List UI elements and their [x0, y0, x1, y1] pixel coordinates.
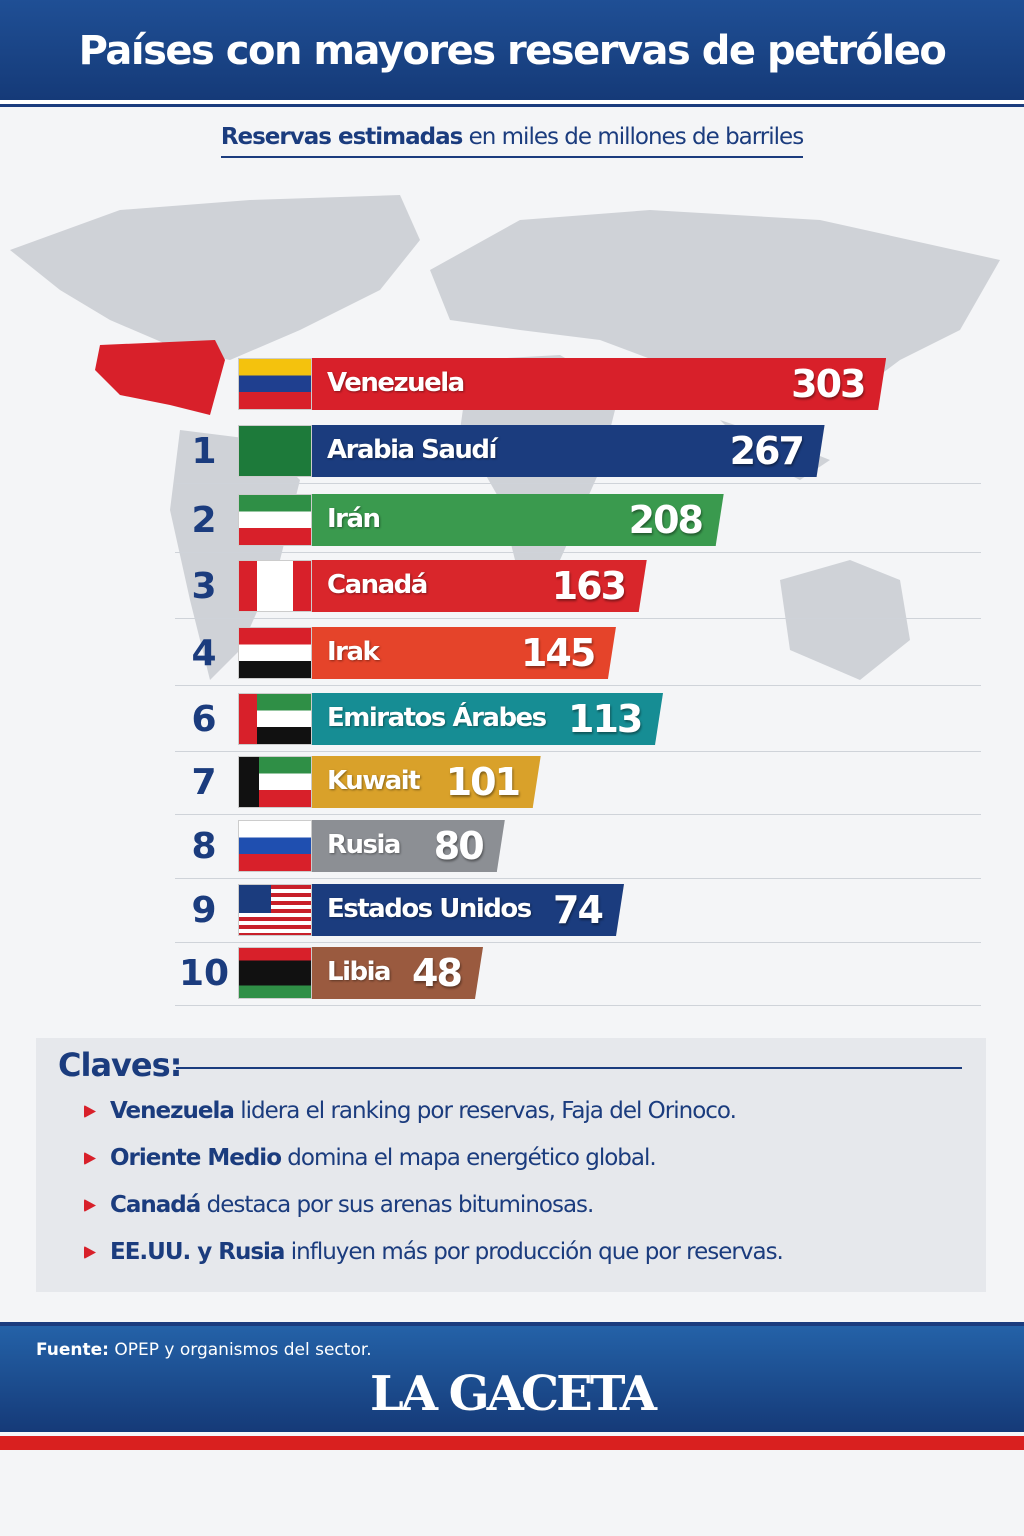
country-label: Canadá: [327, 570, 428, 600]
flag-russia-icon: [238, 820, 312, 872]
bar-row: 6 Emiratos Árabes 113: [175, 693, 981, 745]
key-item: Venezuela lidera el ranking por reservas…: [84, 1098, 737, 1124]
logo: LA GACETA: [369, 1366, 657, 1422]
row-separator: [175, 618, 981, 619]
rank-label: 7: [191, 762, 217, 803]
usa-highlight: [95, 340, 225, 415]
key-item: Oriente Medio domina el mapa energético …: [84, 1145, 657, 1171]
value-label: 80: [433, 824, 485, 868]
row-separator: [175, 552, 981, 553]
value-label: 48: [412, 951, 463, 995]
value-label: 303: [791, 362, 866, 406]
country-label: Libia: [327, 957, 392, 987]
bar-row: 10 Libia 48: [175, 947, 981, 999]
rank-label: 4: [191, 633, 217, 674]
country-label: Irak: [327, 637, 380, 667]
bullet-icon: [84, 1105, 96, 1118]
flag-libya-icon: [238, 947, 312, 999]
key-item: EE.UU. y Rusia influyen más por producci…: [84, 1239, 784, 1265]
row-separator: [175, 685, 981, 686]
rank-label: 3: [191, 566, 217, 607]
value-label: 163: [551, 564, 627, 608]
bar: [238, 494, 724, 546]
footer-red-stripe: [0, 1436, 1024, 1450]
country-label: Irán: [327, 504, 381, 534]
bar-row: 7 Kuwait 101: [175, 756, 981, 808]
row-separator: [175, 483, 981, 484]
header: Países con mayores reservas de petróleo: [0, 0, 1024, 104]
rank-label: 6: [191, 699, 217, 740]
value-label: 267: [729, 429, 805, 473]
row-separator: [175, 751, 981, 752]
flag-usa-icon: [238, 884, 312, 936]
bar-row: 8 Rusia 80: [175, 820, 981, 872]
bullet-icon: [84, 1199, 96, 1212]
row-separator: [175, 814, 981, 815]
flag-saudi-arabia-icon: [238, 425, 312, 477]
country-label: Estados Unidos: [327, 894, 532, 924]
rank-label: 8: [191, 826, 217, 867]
flag-venezuela-icon: [238, 358, 312, 410]
rank-label: 10: [178, 953, 230, 994]
rank-label: 1: [191, 431, 217, 472]
country-label: Venezuela: [327, 368, 465, 398]
keys-divider: [176, 1067, 962, 1069]
bar-row: Venezuela 303: [175, 358, 981, 410]
value-label: 101: [445, 760, 521, 804]
value-label: 74: [553, 888, 604, 932]
subtitle: Reservas estimadas en miles de millones …: [0, 124, 1024, 158]
bullet-icon: [84, 1246, 96, 1259]
source: Fuente: OPEP y organismos del sector.: [36, 1340, 372, 1360]
bullet-icon: [84, 1152, 96, 1165]
value-label: 113: [568, 697, 643, 741]
keys-title: Claves:: [58, 1046, 182, 1084]
row-separator: [175, 878, 981, 879]
subtitle-rest: en miles de millones de barriles: [462, 124, 805, 150]
flag-canton: [239, 885, 271, 913]
page-title: Países con mayores reservas de petróleo: [78, 28, 947, 74]
bar-row: 1 Arabia Saudí 267: [175, 425, 981, 477]
flag-kuwait-icon: [238, 756, 312, 808]
bar-row: 2 Irán 208: [175, 494, 981, 546]
rank-label: 2: [191, 500, 217, 541]
bar: [238, 425, 825, 477]
flag-uae-icon: [238, 693, 312, 745]
country-label: Kuwait: [327, 766, 421, 796]
bar-row: 3 Canadá 163: [175, 560, 981, 612]
bar-row: 4 Irak 145: [175, 627, 981, 679]
value-label: 145: [520, 631, 596, 675]
bar-row: 9 Estados Unidos 74: [175, 884, 981, 936]
keys-panel: Claves: Venezuela lidera el ranking por …: [36, 1038, 986, 1292]
rank-label: 9: [191, 890, 217, 931]
country-label: Rusia: [327, 830, 401, 860]
row-separator: [175, 942, 981, 943]
row-separator: [175, 1005, 981, 1006]
key-item: Canadá destaca por sus arenas bituminosa…: [84, 1192, 594, 1218]
flag-iran-icon: [238, 494, 312, 546]
country-label: Arabia Saudí: [327, 435, 497, 465]
bar: [238, 358, 886, 410]
footer: Fuente: OPEP y organismos del sector. LA…: [0, 1322, 1024, 1432]
flag-canada-icon: [238, 560, 312, 612]
subtitle-bold: Reservas estimadas: [220, 124, 463, 150]
country-label: Emiratos Árabes: [327, 703, 547, 733]
flag-iraq-icon: [238, 627, 312, 679]
value-label: 208: [628, 498, 704, 542]
